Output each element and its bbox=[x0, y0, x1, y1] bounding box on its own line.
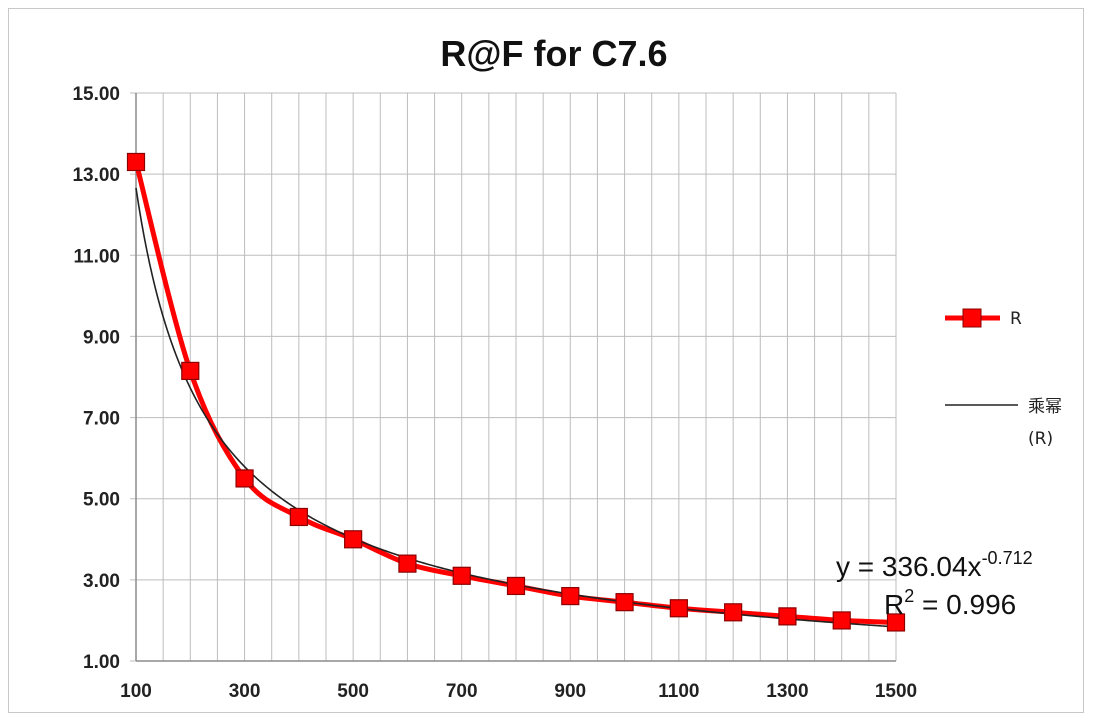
data-point-marker bbox=[561, 586, 580, 606]
series-r-markers bbox=[126, 152, 906, 632]
y-tick-label: 13.00 bbox=[72, 165, 120, 186]
x-tick-label: 1300 bbox=[766, 681, 808, 702]
data-point-marker bbox=[886, 613, 906, 632]
x-tick-label: 1500 bbox=[875, 681, 917, 702]
legend-r-marker bbox=[962, 308, 982, 328]
x-tick-label: 300 bbox=[229, 681, 261, 702]
data-point-marker bbox=[398, 554, 417, 573]
x-tick-label: 900 bbox=[554, 681, 586, 702]
data-point-marker bbox=[778, 607, 797, 626]
x-tick-label: 500 bbox=[337, 681, 369, 702]
data-point-marker bbox=[506, 576, 526, 596]
y-tick-label: 3.00 bbox=[83, 571, 120, 592]
series-r-line bbox=[133, 159, 899, 625]
data-point-marker bbox=[724, 603, 743, 622]
legend: R 乘幂 (R) bbox=[945, 308, 1062, 449]
y-tick-label: 5.00 bbox=[83, 490, 120, 511]
data-point-marker bbox=[289, 507, 308, 527]
x-tick-label: 1100 bbox=[658, 681, 699, 702]
data-point-marker bbox=[126, 152, 146, 172]
legend-trend-label-1: 乘幂 bbox=[1028, 397, 1062, 417]
r2-value: = 0.996 bbox=[914, 589, 1016, 620]
gridlines bbox=[130, 92, 897, 662]
y-tick-label: 1.00 bbox=[83, 652, 120, 673]
axes bbox=[135, 93, 896, 662]
y-tick-label: 11.00 bbox=[74, 246, 121, 267]
legend-trend-label-2: (R) bbox=[1028, 429, 1053, 449]
chart-title: R@F for C7.6 bbox=[440, 33, 667, 74]
data-point-marker bbox=[615, 593, 634, 612]
data-point-marker bbox=[452, 566, 471, 585]
trend-equation-exponent: -0.712 bbox=[982, 548, 1033, 568]
r2-superscript: 2 bbox=[904, 586, 914, 606]
y-axis-ticks: 1.00 3.00 5.00 7.00 9.00 11.00 13.00 15.00 bbox=[72, 84, 120, 673]
data-point-marker bbox=[344, 530, 363, 549]
trend-r-squared: R2 = 0.996 bbox=[884, 586, 1016, 620]
x-tick-label: 100 bbox=[120, 681, 152, 702]
y-tick-label: 15.00 bbox=[72, 84, 120, 105]
legend-r-label: R bbox=[1010, 309, 1022, 329]
x-tick-label: 700 bbox=[446, 681, 478, 702]
trend-equation: y = 336.04x-0.712 bbox=[836, 548, 1033, 582]
r2-label: R bbox=[884, 589, 904, 620]
data-point-marker bbox=[832, 611, 851, 630]
y-tick-label: 9.00 bbox=[83, 327, 120, 348]
trend-equation-base: y = 336.04x bbox=[836, 551, 982, 582]
x-axis-ticks: 100 300 500 700 900 1100 1300 1500 bbox=[120, 681, 917, 702]
data-point-marker bbox=[181, 361, 200, 381]
data-point-marker bbox=[669, 599, 688, 618]
data-point-marker bbox=[235, 469, 254, 488]
y-tick-label: 7.00 bbox=[83, 409, 120, 430]
